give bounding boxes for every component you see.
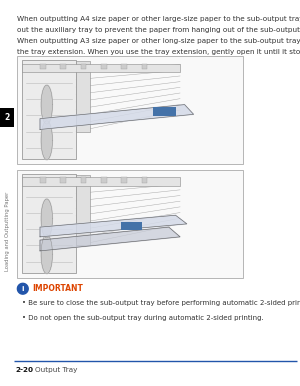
Bar xyxy=(22,178,180,186)
Bar xyxy=(142,178,147,183)
Bar xyxy=(76,61,90,132)
Polygon shape xyxy=(41,85,52,124)
Bar xyxy=(22,174,76,273)
Text: • Be sure to close the sub-output tray before performing automatic 2-sided print: • Be sure to close the sub-output tray b… xyxy=(22,300,300,306)
Text: 2-20: 2-20 xyxy=(16,367,34,373)
Bar xyxy=(121,178,127,183)
Bar xyxy=(40,64,46,69)
Text: IMPORTANT: IMPORTANT xyxy=(33,284,84,293)
Bar xyxy=(101,64,106,69)
Bar xyxy=(142,64,147,69)
Bar xyxy=(76,175,90,245)
Text: the tray extension. When you use the tray extension, gently open it until it sto: the tray extension. When you use the tra… xyxy=(17,49,300,55)
Text: i: i xyxy=(22,286,24,292)
Bar xyxy=(17,170,243,278)
Text: When outputting A3 size paper or other long-size paper to the sub-output tray, o: When outputting A3 size paper or other l… xyxy=(17,38,300,44)
Bar xyxy=(81,64,86,69)
Text: Loading and Outputting Paper: Loading and Outputting Paper xyxy=(4,192,10,271)
Polygon shape xyxy=(41,121,52,160)
Bar xyxy=(22,60,76,159)
Bar xyxy=(40,178,46,183)
Polygon shape xyxy=(40,215,187,237)
Text: Output Tray: Output Tray xyxy=(35,367,77,373)
Bar xyxy=(121,222,142,230)
Bar xyxy=(101,178,106,183)
Bar xyxy=(0,108,14,127)
Bar xyxy=(17,56,243,164)
Bar xyxy=(22,64,180,72)
Text: When outputting A4 size paper or other large-size paper to the sub-output tray, : When outputting A4 size paper or other l… xyxy=(17,16,300,22)
Bar xyxy=(60,64,66,69)
Polygon shape xyxy=(17,283,28,294)
Polygon shape xyxy=(41,199,52,238)
Polygon shape xyxy=(40,227,180,251)
Bar xyxy=(153,107,176,117)
Text: 2: 2 xyxy=(4,113,10,122)
Polygon shape xyxy=(41,235,52,274)
Bar xyxy=(81,178,86,183)
Bar xyxy=(121,64,127,69)
Polygon shape xyxy=(40,105,194,129)
Text: • Do not open the sub-output tray during automatic 2-sided printing.: • Do not open the sub-output tray during… xyxy=(22,315,264,322)
Text: out the auxiliary tray to prevent the paper from hanging out of the sub-output t: out the auxiliary tray to prevent the pa… xyxy=(17,27,300,33)
Bar xyxy=(60,178,66,183)
